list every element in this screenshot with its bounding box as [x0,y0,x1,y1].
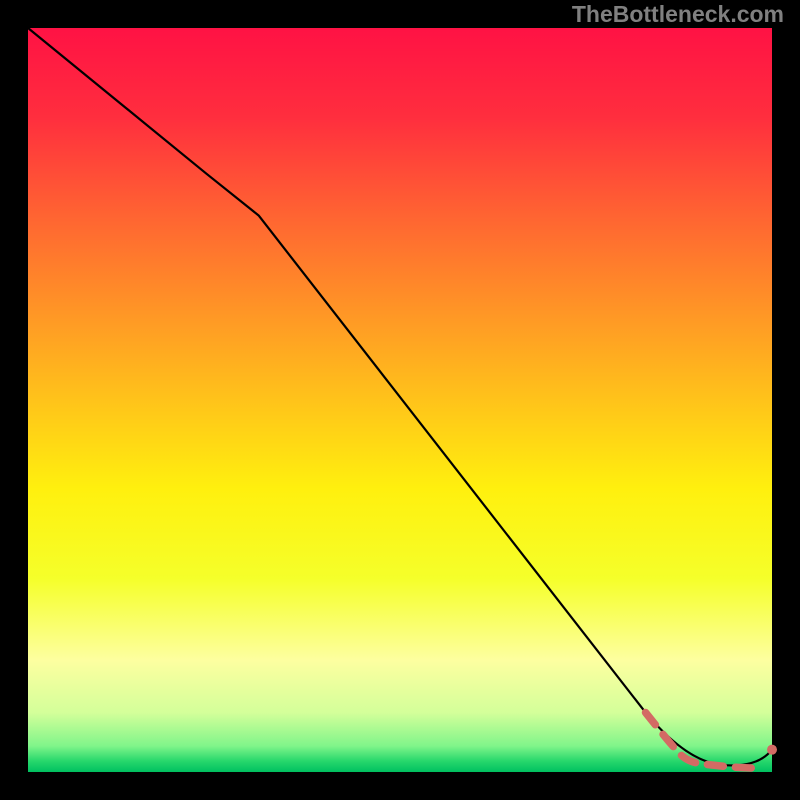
bottleneck-chart-svg [0,0,800,800]
end-point-marker [767,745,777,755]
chart-stage: TheBottleneck.com [0,0,800,800]
watermark-text: TheBottleneck.com [572,0,784,28]
plot-background-gradient [28,28,772,772]
